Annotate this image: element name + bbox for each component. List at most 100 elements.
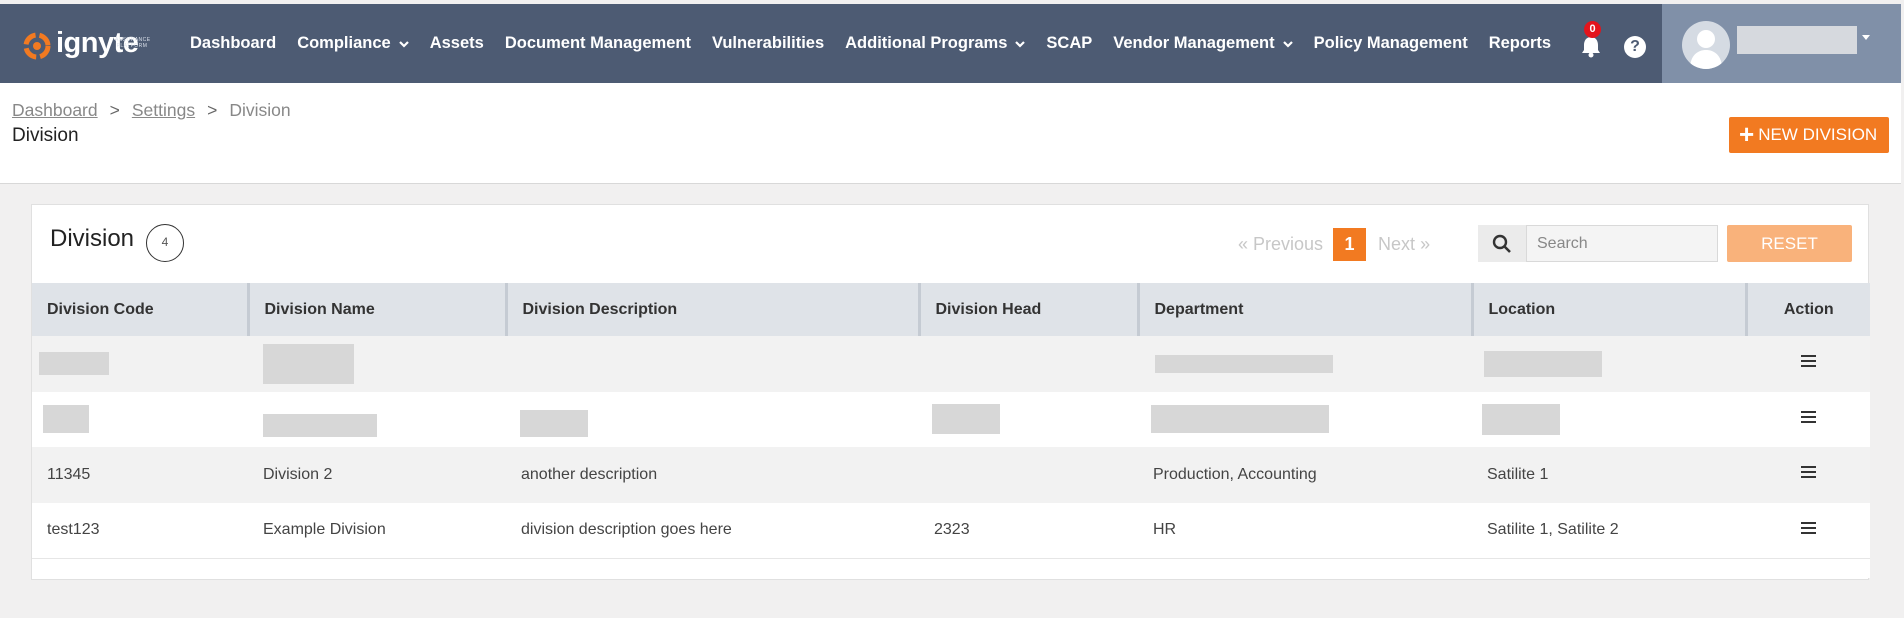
hamburger-menu-icon[interactable] [1800,352,1816,370]
nav-label: SCAP [1046,34,1093,52]
cell-head [919,447,1138,503]
hamburger-menu-icon[interactable] [1800,519,1816,537]
chevron-down-icon [1282,40,1293,48]
column-header-location[interactable]: Location [1472,283,1748,336]
spacer-cell [32,557,1870,578]
previous-label: Previous [1253,234,1324,254]
redacted-block [1484,350,1602,377]
nav-dashboard[interactable]: Dashboard [190,34,276,53]
column-header-division-head[interactable]: Division Head [919,283,1140,336]
cell-department: Production, Accounting [1138,447,1472,503]
nav-label: Vendor Management [1113,34,1275,52]
cell-location: Satilite 1 [1472,447,1746,503]
cell-action [1746,336,1870,392]
new-division-button[interactable]: + NEW DIVISION [1729,117,1889,153]
nav-compliance[interactable]: Compliance [297,34,409,53]
cell-description: another description [506,447,919,503]
table-row [32,391,1870,447]
table-footer-spacer [32,557,1870,578]
previous-page-button[interactable]: « Previous [1238,234,1324,254]
top-navbar: ignyte ASSURANCE PLATFORM Dashboard Comp… [0,4,1901,83]
column-header-department[interactable]: Department [1138,283,1474,336]
column-header-action: Action [1746,283,1870,336]
nav-label: Additional Programs [845,34,1008,52]
search-input[interactable] [1526,225,1718,262]
nav-label: Document Management [504,34,691,52]
user-name-redacted [1737,26,1857,54]
cell-code: test123 [32,502,248,558]
brand-subtitle: ASSURANCE PLATFORM [115,37,151,49]
column-header-division-code[interactable]: Division Code [32,283,250,336]
bell-icon[interactable] [1580,34,1602,58]
nav-label: Reports [1488,34,1552,52]
redacted-block [1155,354,1333,373]
cell-code-redacted [32,336,248,392]
breadcrumb-settings[interactable]: Settings [131,100,196,120]
cell-department-redacted [1138,336,1472,392]
cell-location: Satilite 1, Satilite 2 [1472,502,1746,558]
cell-code-redacted [32,391,248,447]
plus-icon: + [1739,119,1755,149]
cell-head: 2323 [919,502,1138,558]
search-icon [1492,234,1511,253]
cell-action [1746,447,1870,503]
cell-name: Division 2 [248,447,506,503]
main-nav: Dashboard Compliance Assets Document Man… [190,4,1572,83]
hamburger-menu-icon[interactable] [1800,463,1816,481]
reset-button[interactable]: RESET [1727,225,1852,262]
breadcrumb: Dashboard > Settings > Division [12,100,291,121]
redacted-block [263,413,377,437]
nav-vendor-management[interactable]: Vendor Management [1113,34,1293,53]
division-card: Division 4 « Previous 1 Next » RESET Div… [31,204,1870,580]
redacted-block [1151,405,1329,434]
breadcrumb-separator: > [109,100,120,120]
user-menu[interactable] [1662,4,1901,83]
nav-policy-management[interactable]: Policy Management [1314,34,1468,53]
brand-logo[interactable]: ignyte [22,24,139,68]
cell-head-redacted [919,391,1138,447]
column-header-division-name[interactable]: Division Name [248,283,508,336]
cell-code: 11345 [32,447,248,503]
nav-assets[interactable]: Assets [430,34,484,53]
nav-label: Vulnerabilities [711,34,825,52]
cell-description: division description goes here [506,502,919,558]
hamburger-menu-icon[interactable] [1800,408,1816,426]
redacted-block [43,405,89,434]
cell-description [506,336,919,392]
redacted-block [39,352,109,376]
cell-location-redacted [1472,391,1746,447]
cell-department-redacted [1138,391,1472,447]
nav-reports[interactable]: Reports [1489,34,1551,53]
breadcrumb-separator: > [207,100,218,120]
nav-label: Assets [429,34,484,52]
nav-label: Compliance [297,34,391,52]
user-avatar-icon [1690,30,1722,69]
pagination: « Previous 1 Next » [1238,228,1430,261]
next-label: Next [1378,234,1416,254]
help-icon[interactable]: ? [1624,36,1646,58]
breadcrumb-dashboard[interactable]: Dashboard [12,100,98,120]
table-row: 11345 Division 2 another description Pro… [32,447,1870,503]
next-page-button[interactable]: Next » [1378,234,1431,254]
nav-label: Policy Management [1313,34,1468,52]
table-row: test123 Example Division division descri… [32,502,1870,558]
caret-down-icon [1862,35,1870,40]
card-title: Division [50,225,135,252]
page-title: Division [12,125,79,146]
cell-name-redacted [248,391,506,447]
table-header-row: Division Code Division Name Division Des… [32,283,1870,336]
redacted-block [932,404,1000,435]
nav-additional-programs[interactable]: Additional Programs [845,34,1026,53]
nav-vulnerabilities[interactable]: Vulnerabilities [712,34,824,53]
redacted-block [520,409,588,437]
nav-scap[interactable]: SCAP [1046,34,1092,53]
chevron-down-icon [1015,40,1026,48]
brand-name: ignyte [56,26,139,59]
nav-document-management[interactable]: Document Management [505,34,691,53]
cell-action [1746,502,1870,558]
column-header-division-description[interactable]: Division Description [506,283,921,336]
page-1-button[interactable]: 1 [1333,228,1367,261]
chevron-down-icon [398,40,409,48]
redacted-block [1482,403,1560,435]
search-icon-button[interactable] [1478,225,1526,262]
